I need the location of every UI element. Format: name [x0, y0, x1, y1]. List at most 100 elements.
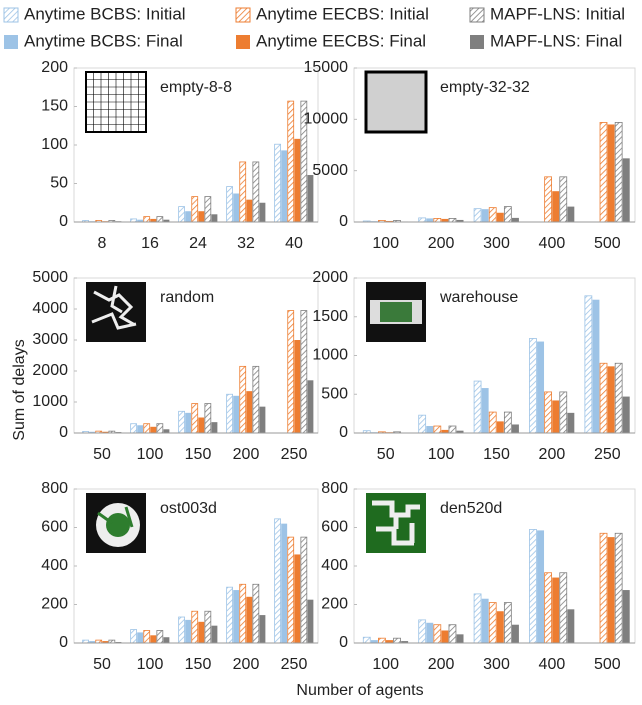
bar	[393, 637, 401, 644]
bar	[473, 380, 482, 434]
bar	[529, 529, 537, 644]
bar	[89, 431, 96, 433]
x-tick-label: 150	[185, 656, 212, 673]
bar	[456, 430, 464, 433]
bar	[246, 596, 253, 643]
bar	[433, 218, 442, 223]
x-tick-label: 200	[539, 446, 566, 463]
bar	[198, 621, 205, 643]
bar	[511, 217, 519, 222]
bar	[143, 630, 151, 644]
bar	[529, 338, 537, 434]
bar	[567, 206, 575, 222]
bar	[239, 365, 247, 434]
bar	[473, 593, 482, 644]
y-tick-label: 0	[59, 424, 68, 441]
bar	[252, 365, 260, 434]
bar	[559, 176, 568, 223]
bar	[185, 412, 192, 433]
bar	[198, 417, 205, 433]
bar	[252, 161, 260, 223]
bar	[370, 640, 378, 643]
y-tick-label: 1500	[312, 308, 348, 325]
bar	[511, 424, 519, 433]
bar	[211, 625, 218, 643]
bar	[204, 196, 212, 223]
bar	[614, 362, 623, 434]
x-tick-label: 300	[483, 656, 510, 673]
bar	[274, 143, 281, 223]
x-tick-label: 8	[98, 235, 107, 252]
x-tick-label: 100	[428, 446, 455, 463]
map-thumbnail	[364, 70, 428, 134]
bar	[456, 634, 464, 643]
bar	[559, 572, 568, 644]
legend-swatch	[469, 7, 485, 23]
bar	[294, 554, 301, 643]
bar	[614, 532, 623, 644]
x-tick-label: 50	[377, 446, 395, 463]
x-axis-label: Number of agents	[296, 682, 423, 699]
bar	[544, 176, 552, 223]
y-tick-label: 5000	[32, 269, 68, 286]
bar	[503, 411, 512, 434]
bar	[156, 630, 164, 644]
bar	[198, 211, 205, 222]
bar	[433, 624, 442, 644]
bar	[150, 635, 157, 643]
bar	[178, 616, 185, 644]
bar	[607, 124, 615, 222]
bar	[226, 586, 233, 644]
bar	[503, 206, 512, 223]
y-tick-label: 5000	[312, 162, 348, 179]
bar	[143, 216, 151, 223]
bar	[496, 611, 504, 643]
x-tick-label: 150	[185, 446, 212, 463]
y-tick-label: 800	[41, 480, 68, 497]
bar	[246, 199, 253, 222]
y-tick-label: 400	[41, 557, 68, 574]
y-tick-label: 800	[321, 480, 348, 497]
panel-title: den520d	[440, 500, 502, 517]
bar	[274, 518, 281, 644]
x-tick-label: 200	[428, 235, 455, 252]
bar	[401, 641, 409, 643]
bar	[473, 208, 482, 223]
bar	[426, 218, 434, 222]
y-tick-label: 0	[339, 424, 348, 441]
legend-label: MAPF-LNS: Final	[490, 31, 622, 50]
panel-title: empty-8-8	[160, 79, 232, 96]
bar	[233, 193, 240, 222]
bar	[418, 414, 427, 434]
bar	[185, 211, 192, 222]
bar	[488, 411, 497, 434]
bar	[622, 590, 630, 643]
legend-label: Anytime EECBS: Final	[256, 31, 426, 50]
bar	[607, 366, 615, 433]
bar	[481, 209, 489, 222]
y-tick-label: 10000	[304, 111, 349, 128]
bar	[511, 624, 519, 643]
x-tick-label: 16	[141, 235, 159, 252]
bar	[307, 599, 314, 643]
bar	[441, 218, 449, 222]
bar	[281, 150, 288, 222]
bar	[599, 362, 608, 434]
y-tick-label: 2000	[32, 362, 68, 379]
bar	[622, 396, 630, 433]
bar	[426, 622, 434, 643]
bar	[496, 421, 504, 433]
bar	[307, 380, 314, 433]
panel-title: random	[160, 289, 214, 306]
bar	[102, 641, 109, 643]
bar	[544, 572, 552, 644]
y-tick-label: 15000	[304, 59, 349, 76]
bar	[191, 610, 199, 644]
y-tick-label: 3000	[32, 331, 68, 348]
bar	[239, 161, 247, 223]
bar	[102, 431, 109, 433]
bar	[294, 138, 301, 222]
bar	[544, 391, 552, 434]
bar	[448, 218, 457, 223]
